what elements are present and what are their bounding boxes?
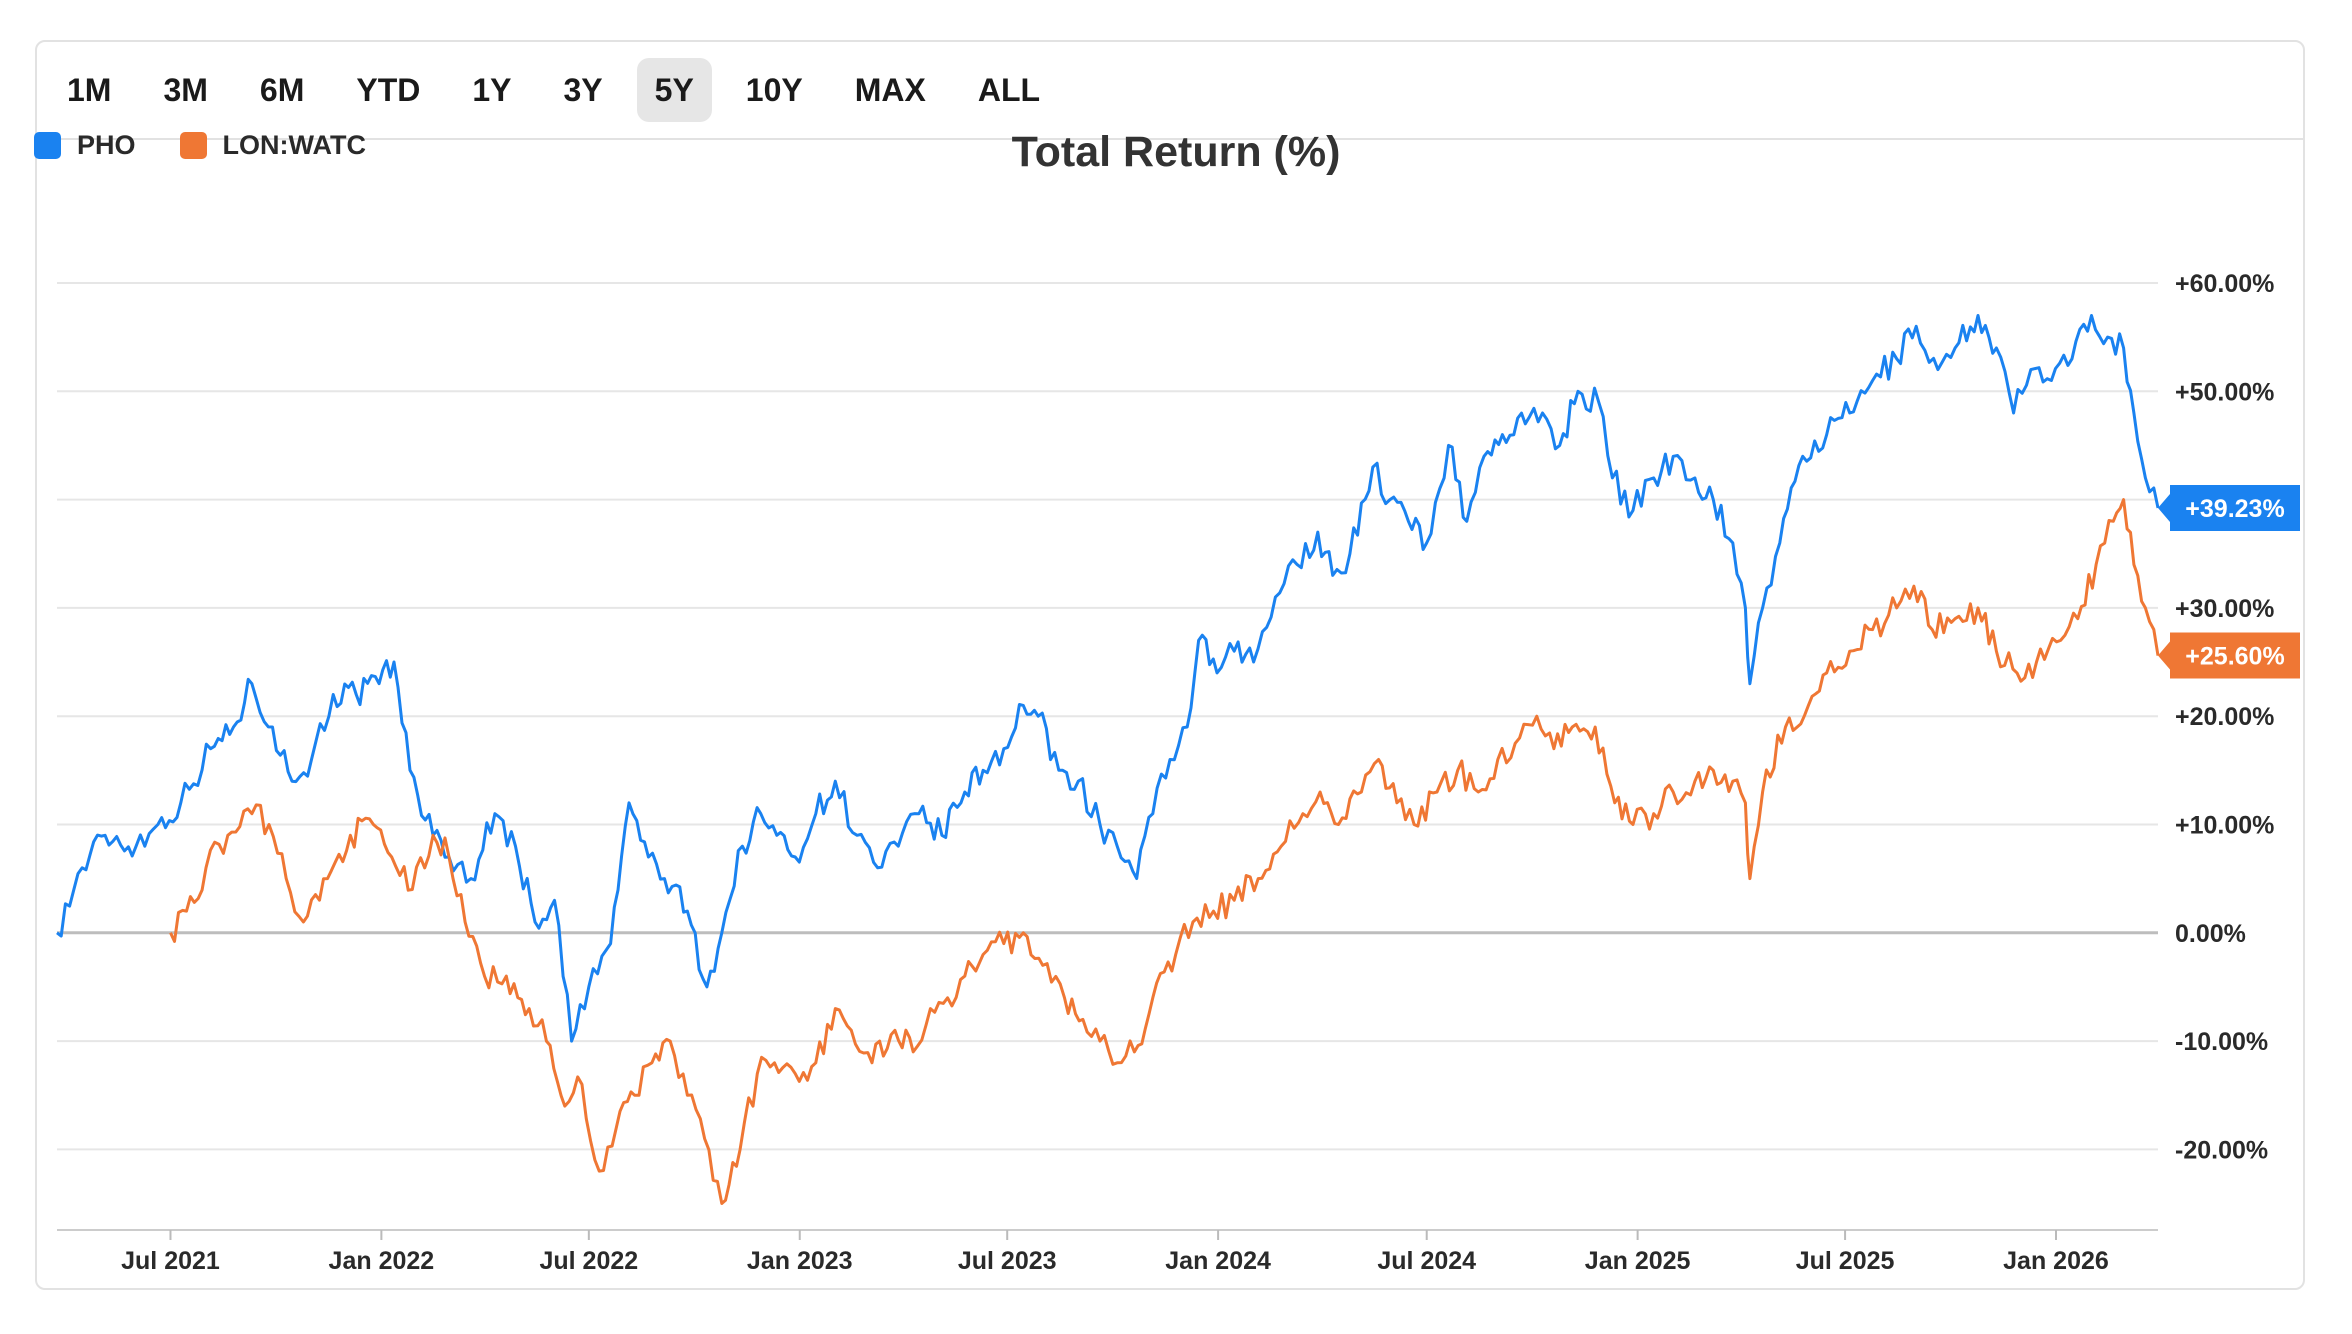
chart-card: 1M 3M 6M YTD 1Y 3Y 5Y 10Y MAX ALL <box>35 40 2305 1290</box>
end-value-label-pho: +39.23% <box>2185 495 2284 523</box>
y-tick-label: +50.00% <box>2175 378 2274 406</box>
x-tick-label: Jan 2026 <box>2003 1247 2109 1275</box>
y-tick-label: +20.00% <box>2175 703 2274 731</box>
x-tick-label: Jan 2023 <box>747 1247 853 1275</box>
x-tick-label: Jul 2021 <box>121 1247 220 1275</box>
x-tick-label: Jan 2022 <box>329 1247 435 1275</box>
x-tick-label: Jul 2024 <box>1377 1247 1476 1275</box>
y-tick-label: -10.00% <box>2175 1028 2268 1056</box>
series-line-watc <box>169 498 2160 1205</box>
x-tick-label: Jan 2024 <box>1165 1247 1271 1275</box>
legend-label-pho: PHO <box>77 130 136 160</box>
end-value-label-watc: +25.60% <box>2185 643 2284 671</box>
x-tick-label: Jul 2025 <box>1796 1247 1895 1275</box>
legend-item-watc[interactable]: LON:WATC <box>179 130 366 161</box>
range-button-1m[interactable]: 1M <box>67 72 112 108</box>
range-button-3m[interactable]: 3M <box>163 72 208 108</box>
range-button-all[interactable]: ALL <box>977 72 1041 108</box>
y-tick-label: +60.00% <box>2175 270 2274 298</box>
y-tick-label: +30.00% <box>2175 595 2274 623</box>
time-range-toolbar: 1M 3M 6M YTD 1Y 3Y 5Y 10Y MAX ALL <box>37 42 2303 140</box>
y-tick-label: +10.00% <box>2175 812 2274 840</box>
legend-swatch-watc <box>179 132 207 159</box>
legend-swatch-pho <box>34 132 61 159</box>
chart-title: Total Return (%) <box>1011 128 1341 176</box>
range-button-max[interactable]: MAX <box>854 72 926 108</box>
range-button-3y[interactable]: 3Y <box>563 72 603 108</box>
y-tick-label: 0.00% <box>2175 920 2246 948</box>
range-button-5y[interactable]: 5Y <box>636 58 712 122</box>
series-line-pho <box>56 314 2160 1043</box>
x-tick-label: Jul 2022 <box>539 1247 638 1275</box>
range-button-6m[interactable]: 6M <box>259 72 305 108</box>
legend-item-pho[interactable]: PHO <box>34 130 136 161</box>
range-button-10y[interactable]: 10Y <box>745 72 803 108</box>
x-tick-label: Jan 2025 <box>1585 1247 1691 1275</box>
chart-legend: PHO LON:WATC <box>34 130 410 161</box>
end-value-tag-pho <box>2158 484 2300 531</box>
legend-label-watc: LON:WATC <box>222 130 366 160</box>
y-tick-label: -20.00% <box>2175 1136 2268 1164</box>
range-button-1y[interactable]: 1Y <box>472 72 512 108</box>
x-tick-label: Jul 2023 <box>958 1247 1057 1275</box>
range-button-ytd[interactable]: YTD <box>356 72 421 108</box>
end-value-tag-watc <box>2158 632 2300 679</box>
